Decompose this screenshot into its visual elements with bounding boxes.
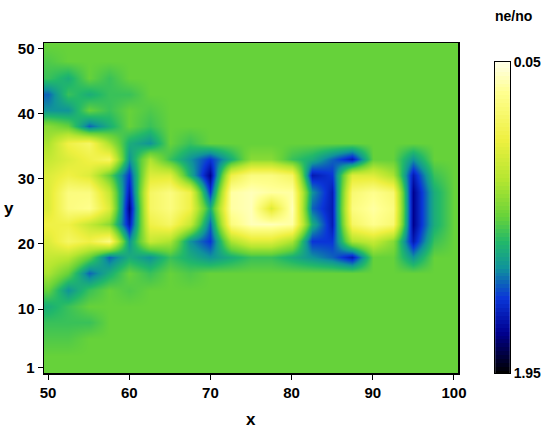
svg-text:70: 70 [202, 384, 219, 401]
svg-text:ne/no: ne/no [495, 8, 532, 24]
svg-text:30: 30 [18, 170, 35, 187]
svg-text:1.95: 1.95 [514, 365, 541, 381]
svg-text:50: 50 [18, 40, 35, 57]
svg-text:100: 100 [441, 384, 466, 401]
svg-text:90: 90 [364, 384, 381, 401]
svg-text:40: 40 [18, 105, 35, 122]
svg-text:60: 60 [121, 384, 138, 401]
svg-text:10: 10 [18, 300, 35, 317]
svg-text:80: 80 [283, 384, 300, 401]
svg-text:0.05: 0.05 [514, 54, 541, 70]
svg-text:x: x [246, 410, 256, 429]
svg-text:20: 20 [18, 235, 35, 252]
svg-text:y: y [4, 199, 14, 218]
svg-text:1: 1 [26, 359, 34, 376]
svg-text:50: 50 [40, 384, 57, 401]
